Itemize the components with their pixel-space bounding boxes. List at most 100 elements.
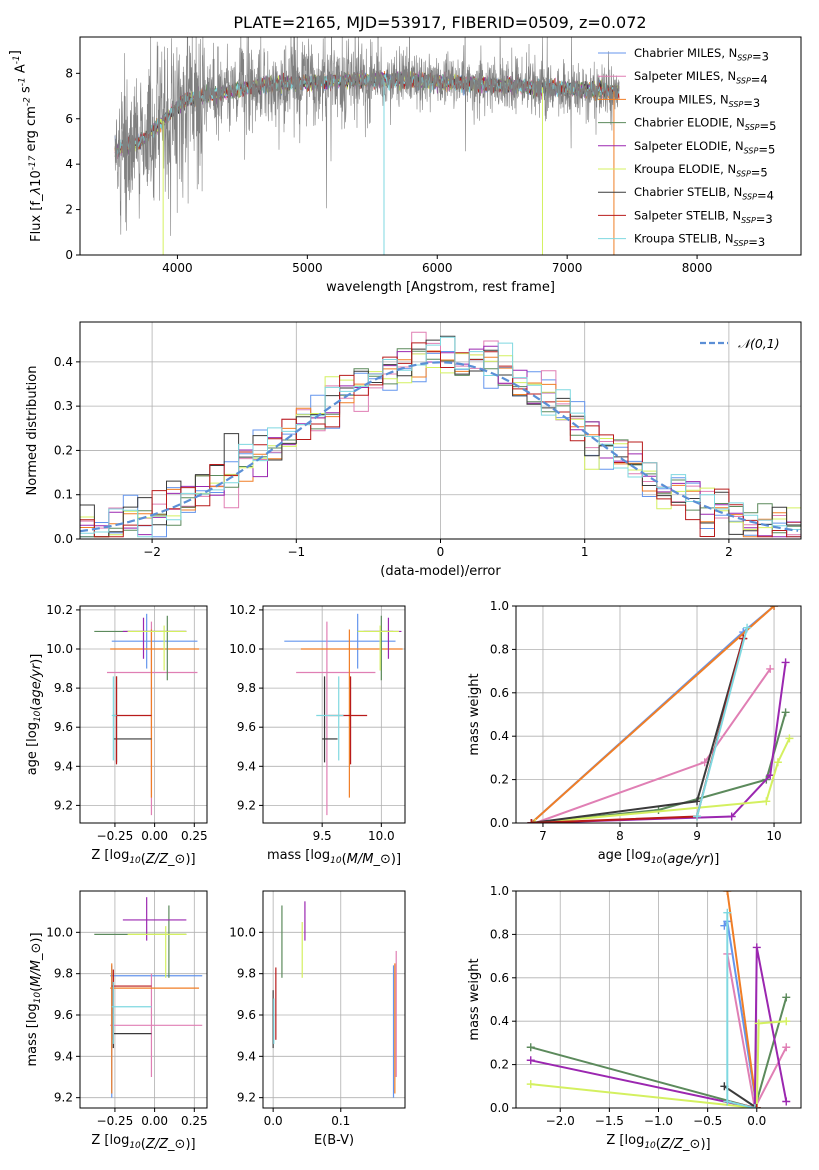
y-tick-label: 0.2 [54, 443, 73, 457]
y-tick-label: 2 [65, 203, 73, 217]
series-marker-salp_elodie [727, 812, 736, 821]
x-tick-label: −1 [287, 545, 305, 559]
x-tick-label: −0.25 [97, 1114, 134, 1128]
series-marker-krou_elodie [785, 734, 794, 743]
x-tick-label: −0.25 [97, 829, 134, 843]
y-tick-label: 0.4 [54, 355, 73, 369]
plot-area [80, 331, 801, 538]
y-tick-label: 0.6 [490, 971, 509, 985]
y-tick-label: 8 [65, 66, 73, 80]
series-marker-salp_elodie [781, 658, 790, 667]
y-tick-label: 0.6 [490, 686, 509, 700]
series-marker-salp_stelib [527, 819, 536, 823]
series-line-krou_stelib [696, 627, 749, 817]
y-tick-label: 0.1 [54, 488, 73, 502]
y-tick-label: 9.8 [237, 967, 256, 981]
x-tick-label: 7000 [552, 261, 583, 275]
y-tick-label: 6 [65, 112, 73, 126]
x-axis-label: Z [log10(Z/Z_⊙)] [91, 1133, 195, 1152]
y-tick-label: 10.0 [46, 642, 73, 656]
series-marker-chab_elodie [782, 993, 791, 1002]
series-line-krou_miles [530, 606, 775, 823]
series-marker-salp_elodie [526, 1056, 535, 1065]
y-tick-label: 4 [65, 157, 73, 171]
y-tick-label: 0.0 [54, 532, 73, 546]
x-axis-label: (data-model)/error [380, 564, 501, 579]
plot-area [527, 606, 794, 823]
series-marker-krou_miles [770, 606, 779, 610]
y-tick-label: 9.2 [237, 798, 256, 812]
y-tick-label: 0.0 [490, 1101, 509, 1115]
plot-area [284, 613, 403, 816]
axes-frame [262, 890, 406, 1109]
y-tick-label: 10.0 [46, 925, 73, 939]
x-tick-label: 9.5 [313, 829, 332, 843]
chart-age_vs_Z: −0.25 0.00 0.25 9.2 9.4 9.6 9.8 10.0 10.2 Z [log1… [25, 603, 208, 867]
series-marker-krou_stelib [750, 1104, 759, 1108]
chart-mass_vs_ebv: 0.0 0.1 9.2 9.4 9.6 9.8 10.0 E(B-V) [229, 890, 406, 1148]
x-tick-label: 0.0 [747, 1114, 766, 1128]
x-tick-label: 0.1 [331, 1114, 350, 1128]
series-line-chab_elodie [530, 997, 788, 1108]
series-marker-krou_stelib [723, 1097, 732, 1106]
y-tick-label: 9.6 [237, 720, 256, 734]
y-tick-label: 0 [65, 248, 73, 262]
x-axis-label: Z [log10(Z/Z_⊙)] [91, 848, 195, 867]
normal-curve [80, 361, 799, 533]
series-marker-krou_stelib [693, 812, 702, 821]
y-axis-label: Normed distribution [25, 366, 40, 496]
y-tick-label: 9.8 [54, 967, 73, 981]
plot-area [526, 891, 791, 1108]
series-line-salp_elodie [530, 947, 788, 1108]
y-tick-label: 9.8 [54, 681, 73, 695]
x-tick-label: 0.00 [141, 829, 168, 843]
x-tick-label: 10 [766, 829, 781, 843]
series-line-krou_elodie [530, 1020, 787, 1108]
chart-residuals: −2 −1 0 1 2 0.0 0.1 0.2 0.3 0.4 (data-model)/error… [25, 321, 802, 579]
plot-area [114, 37, 620, 255]
y-tick-label: 0.4 [490, 729, 509, 743]
x-tick-label: 4000 [162, 261, 193, 275]
legend-label-krou_stelib: Kroupa STELIB, NSSP=3 [634, 232, 765, 249]
plot-area [94, 897, 203, 1098]
x-tick-label: 10.0 [368, 829, 395, 843]
series-marker-krou_miles [723, 891, 732, 895]
x-tick-label: 9 [693, 829, 701, 843]
chart-spectrum: 4000 5000 6000 7000 8000 0 2 4 6 8 wavelength [Ang… [8, 36, 802, 295]
legend: Chabrier MILES, NSSP=3 Salpeter MILES, NS… [598, 46, 776, 249]
x-tick-label: 8000 [682, 261, 713, 275]
series-marker-krou_elodie [773, 758, 782, 767]
x-tick-label: 0.25 [181, 1114, 208, 1128]
legend-label-krou_elodie: Kroupa ELODIE, NSSP=5 [634, 162, 768, 179]
y-tick-label: 9.6 [237, 1008, 256, 1022]
x-axis-label: Z [log10(Z/Z_⊙)] [606, 1133, 710, 1152]
y-tick-label: 1.0 [490, 599, 509, 613]
x-tick-label: 6000 [422, 261, 453, 275]
x-axis-label: mass [log10(M/M_⊙)] [267, 848, 401, 867]
legend-label-krou_miles: Kroupa MILES, NSSP=3 [634, 92, 760, 109]
y-tick-label: 9.4 [54, 759, 73, 773]
legend-label-chab_miles: Chabrier MILES, NSSP=3 [634, 46, 769, 63]
y-tick-label: 10.0 [229, 925, 256, 939]
series-line-chab_stelib [723, 1085, 758, 1108]
y-tick-label: 9.6 [54, 1008, 73, 1022]
y-tick-label: 0.8 [490, 927, 509, 941]
legend-label-chab_elodie: Chabrier ELODIE, NSSP=5 [634, 116, 776, 133]
y-tick-label: 0.2 [490, 1058, 509, 1072]
series-marker-salp_miles [766, 664, 775, 673]
legend-label-salp_stelib: Salpeter STELIB, NSSP=3 [634, 208, 773, 225]
series-marker-chab_stelib [693, 797, 702, 806]
axes-frame [79, 36, 802, 256]
y-axis-label: mass weight [467, 673, 482, 755]
y-tick-label: 9.4 [54, 1049, 73, 1063]
series-line-salp_miles [726, 953, 788, 1108]
histogram-krou_stelib [80, 336, 801, 538]
axes-frame [79, 605, 208, 824]
x-tick-label: 1 [581, 545, 589, 559]
x-tick-label: −0.5 [693, 1114, 722, 1128]
y-tick-label: 9.2 [54, 798, 73, 812]
x-axis-label: E(B-V) [314, 1133, 354, 1148]
series-marker-krou_elodie [754, 1019, 763, 1028]
y-axis-label: Flux [f_λ10-17 erg cm-2 s-1 A-1] [8, 50, 44, 242]
chart-mass_vs_Z: −0.25 0.00 0.25 9.2 9.4 9.6 9.8 10.0 Z [log10(Z/… [25, 890, 208, 1152]
